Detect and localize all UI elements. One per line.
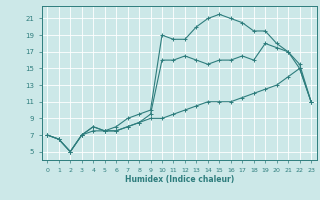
X-axis label: Humidex (Indice chaleur): Humidex (Indice chaleur): [124, 175, 234, 184]
